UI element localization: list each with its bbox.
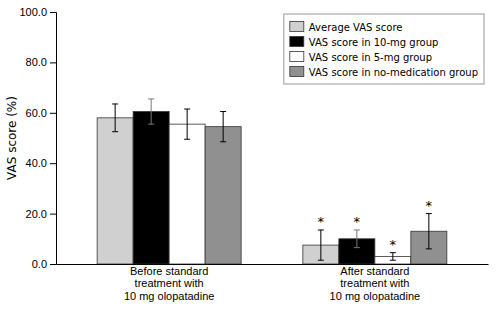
- legend-swatch: [290, 67, 304, 77]
- legend-item: Average VAS score: [290, 22, 403, 33]
- y-tick: 80.0: [26, 56, 56, 68]
- y-tick-mark: [50, 214, 56, 215]
- x-axis-line: [57, 264, 489, 265]
- legend-swatch: [290, 37, 304, 47]
- y-tick-label: 100.0: [19, 6, 47, 18]
- error-bar: [426, 214, 432, 249]
- legend-label: VAS score in 5-mg group: [309, 52, 432, 63]
- y-axis-title: VAS score (%): [5, 96, 19, 180]
- legend-swatch: [290, 22, 304, 32]
- y-tick-label: 80.0: [26, 56, 47, 68]
- y-axis: 0.0 20.0 40.0 60.0 80.0 100.0: [19, 6, 56, 270]
- annotations: * * * *: [318, 198, 433, 252]
- error-bar: [220, 112, 226, 142]
- y-tick-label: 60.0: [26, 107, 47, 119]
- legend-label: VAS score in no-medication group: [309, 67, 478, 78]
- x-tick: After standardtreatment with10 mg olopat…: [330, 264, 421, 302]
- series: [97, 104, 339, 264]
- legend-label: VAS score in 10-mg group: [309, 37, 439, 48]
- x-tick-label: After standardtreatment with10 mg olopat…: [330, 265, 421, 302]
- y-tick-mark: [50, 264, 56, 265]
- x-tick: Before standardtreatment with10 mg olopa…: [124, 264, 215, 302]
- bar: [169, 124, 205, 264]
- error-bar: [148, 99, 154, 124]
- bar: [205, 127, 241, 264]
- error-bar: [354, 230, 360, 248]
- error-bar: [390, 253, 396, 261]
- legend-label: Average VAS score: [309, 22, 403, 33]
- x-tick-label-line: 10 mg olopatadine: [124, 290, 215, 302]
- y-tick-mark: [50, 62, 56, 63]
- annotation: *: [390, 237, 397, 252]
- bar: [97, 118, 133, 264]
- annotation: *: [426, 198, 433, 213]
- y-tick-label: 20.0: [26, 208, 47, 220]
- x-tick-label-line: treatment with: [340, 277, 409, 289]
- legend-swatch: [290, 52, 304, 62]
- chart: 0.020.040.060.080.0100.0Before standardt…: [0, 0, 500, 320]
- annotation: *: [354, 214, 361, 229]
- y-tick: 60.0: [26, 107, 56, 119]
- legend-frame: [284, 14, 484, 84]
- bars: [97, 99, 447, 264]
- y-tick-mark: [50, 113, 56, 114]
- y-tick: 20.0: [26, 208, 56, 220]
- legend-item: VAS score in 5-mg group: [290, 52, 432, 63]
- x-tick-label-line: treatment with: [135, 277, 204, 289]
- x-axis: Before standardtreatment with10 mg olopa…: [57, 264, 489, 302]
- x-tick-label-line: Before standard: [130, 265, 208, 277]
- error-bar: [318, 230, 324, 260]
- y-tick-mark: [50, 12, 56, 13]
- x-tick-label-line: 10 mg olopatadine: [330, 290, 421, 302]
- series: [169, 109, 411, 264]
- legend-item: VAS score in no-medication group: [290, 67, 478, 78]
- error-bar: [112, 104, 118, 132]
- series: [133, 99, 375, 264]
- y-tick-label: 40.0: [26, 157, 47, 169]
- legend-item: VAS score in 10-mg group: [290, 37, 439, 48]
- y-tick: 40.0: [26, 157, 56, 169]
- series: [205, 112, 447, 264]
- error-bar: [184, 109, 190, 139]
- y-tick-label: 0.0: [32, 258, 47, 270]
- x-tick-label-line: After standard: [340, 265, 409, 277]
- annotation: *: [318, 214, 325, 229]
- legend: Average VAS score VAS score in 10-mg grou…: [284, 14, 484, 84]
- y-tick: 100.0: [19, 6, 56, 18]
- bar: [133, 112, 169, 264]
- y-axis-line: [50, 13, 57, 265]
- y-tick-mark: [50, 163, 56, 164]
- y-tick: 0.0: [32, 258, 56, 270]
- x-tick-label: Before standardtreatment with10 mg olopa…: [124, 265, 215, 302]
